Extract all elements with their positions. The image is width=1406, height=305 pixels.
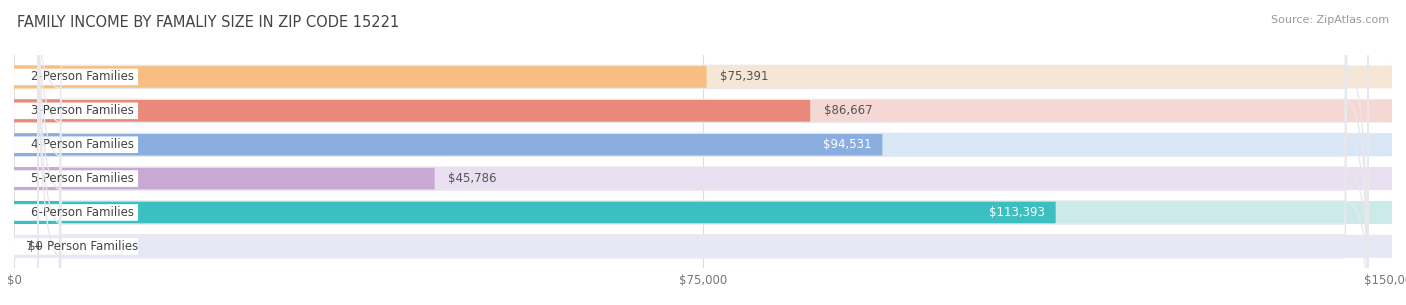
- FancyBboxPatch shape: [14, 69, 138, 85]
- FancyBboxPatch shape: [14, 167, 1392, 190]
- Text: 2-Person Families: 2-Person Families: [31, 70, 134, 84]
- FancyBboxPatch shape: [14, 167, 434, 190]
- FancyBboxPatch shape: [14, 235, 1392, 258]
- FancyBboxPatch shape: [14, 99, 1392, 122]
- Text: 4-Person Families: 4-Person Families: [31, 138, 134, 151]
- FancyBboxPatch shape: [14, 133, 883, 156]
- FancyBboxPatch shape: [14, 65, 1392, 88]
- Text: $86,667: $86,667: [824, 104, 873, 117]
- FancyBboxPatch shape: [14, 201, 1392, 224]
- Text: $0: $0: [28, 240, 42, 253]
- FancyBboxPatch shape: [14, 170, 138, 187]
- Text: 7+ Person Families: 7+ Person Families: [27, 240, 138, 253]
- Text: FAMILY INCOME BY FAMALIY SIZE IN ZIP CODE 15221: FAMILY INCOME BY FAMALIY SIZE IN ZIP COD…: [17, 15, 399, 30]
- FancyBboxPatch shape: [14, 133, 1392, 156]
- FancyBboxPatch shape: [14, 238, 138, 255]
- Text: 5-Person Families: 5-Person Families: [31, 172, 134, 185]
- Text: $113,393: $113,393: [988, 206, 1045, 219]
- FancyBboxPatch shape: [14, 136, 138, 153]
- FancyBboxPatch shape: [14, 102, 138, 119]
- Text: 3-Person Families: 3-Person Families: [31, 104, 134, 117]
- FancyBboxPatch shape: [14, 65, 707, 88]
- FancyBboxPatch shape: [14, 201, 1056, 224]
- FancyBboxPatch shape: [14, 204, 138, 221]
- Text: 6-Person Families: 6-Person Families: [31, 206, 134, 219]
- Text: $94,531: $94,531: [823, 138, 872, 151]
- Text: $45,786: $45,786: [449, 172, 496, 185]
- Text: Source: ZipAtlas.com: Source: ZipAtlas.com: [1271, 15, 1389, 25]
- FancyBboxPatch shape: [14, 99, 810, 122]
- Text: $75,391: $75,391: [720, 70, 769, 84]
